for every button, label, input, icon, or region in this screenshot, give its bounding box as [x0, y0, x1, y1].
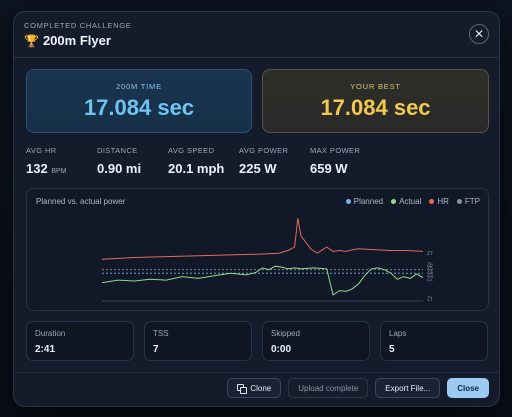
metric-label: AVG SPEED — [168, 146, 215, 155]
dialog-footer: Clone Upload complete Export File... Clo… — [227, 378, 489, 398]
tile-label: Duration — [35, 329, 66, 338]
best-card-value: 17.084 sec — [320, 94, 431, 120]
series-line-actual — [101, 265, 424, 296]
tile-label: Skipped — [271, 329, 300, 338]
metrics-row: AVG HR 132 BPM DISTANCE 0.90 mi AVG SPEE… — [26, 146, 381, 176]
clone-button-label: Clone — [250, 383, 272, 393]
series-line-hr — [101, 218, 424, 260]
legend-item-actual: Actual — [391, 197, 421, 206]
metric-value: 0.90 mi — [97, 161, 142, 176]
metric-avg-speed: AVG SPEED 20.1 mph — [168, 146, 239, 176]
tile-value: 5 — [389, 344, 395, 355]
tile-duration: Duration 2:41 — [26, 321, 134, 361]
metric-unit: BPM — [51, 168, 67, 175]
best-card-label: YOUR BEST — [350, 81, 401, 91]
legend-dot — [429, 199, 435, 204]
tile-label: TSS — [153, 329, 169, 338]
header-divider — [14, 57, 499, 58]
tile-laps: Laps 5 — [380, 321, 488, 361]
legend-label: HR — [437, 197, 449, 206]
axis-tick-z5: Z5 — [427, 266, 433, 272]
legend-item-planned: Planned — [345, 197, 384, 206]
time-card-value: 17.084 sec — [83, 94, 195, 120]
challenge-complete-dialog: COMPLETED CHALLENGE 🏆 200m Flyer ✕ 200M … — [13, 11, 500, 407]
metric-label: AVG HR — [26, 146, 57, 155]
legend-item-ftp: FTP — [456, 197, 480, 206]
dialog-overline: COMPLETED CHALLENGE — [24, 21, 132, 30]
legend-label: Planned — [353, 197, 384, 206]
metric-label: DISTANCE — [97, 146, 138, 155]
axis-tick-z2: Z2 — [427, 276, 433, 282]
metric-label: AVG POWER — [239, 146, 289, 155]
close-icon-button[interactable]: ✕ — [469, 24, 489, 44]
legend-dot — [456, 199, 462, 204]
metric-number: 132 — [26, 161, 48, 176]
chart-legend: Planned Actual HR FTP — [345, 197, 480, 206]
metric-avg-hr: AVG HR 132 BPM — [26, 146, 97, 176]
metric-value: 20.1 mph — [168, 161, 225, 176]
metric-value: 132 BPM — [26, 161, 97, 176]
copy-icon — [237, 383, 248, 394]
time-card: 200M TIME 17.084 sec — [26, 69, 252, 133]
tile-value: 2:41 — [35, 344, 56, 355]
dialog-header: COMPLETED CHALLENGE 🏆 200m Flyer — [24, 21, 132, 48]
legend-dot — [345, 199, 351, 204]
metric-label: MAX POWER — [310, 146, 361, 155]
axis-tick-z6: Z6 — [427, 262, 433, 268]
axis-tick-z1: Z1 — [427, 296, 433, 302]
tile-skipped: Skipped 0:00 — [262, 321, 370, 361]
metric-max-power: MAX POWER 659 W — [310, 146, 381, 176]
export-file-button[interactable]: Export File... — [375, 378, 441, 398]
trophy-icon: 🏆 — [24, 33, 39, 48]
legend-item-hr: HR — [429, 197, 449, 206]
best-card: YOUR BEST 17.084 sec — [262, 69, 489, 133]
dialog-title: 200m Flyer — [42, 33, 111, 48]
tile-value: 7 — [153, 344, 159, 355]
tile-tss: TSS 7 — [144, 321, 252, 361]
power-chart-panel: Z7 Z6 Z5 Z4 Z3 Z2 Z1 Planned vs. actual power … — [26, 188, 489, 311]
axis-tick-z7: Z7 — [427, 251, 433, 257]
title-row: 🏆 200m Flyer — [24, 33, 132, 48]
metric-value: 659 W — [310, 161, 348, 176]
tile-label: Laps — [389, 329, 407, 338]
metric-avg-power: AVG POWER 225 W — [239, 146, 310, 176]
chart-title: Planned vs. actual power — [36, 197, 126, 206]
clone-button[interactable]: Clone — [227, 378, 282, 398]
metric-value: 225 W — [239, 161, 277, 176]
summary-tiles: Duration 2:41 TSS 7 Skipped 0:00 Laps 5 — [26, 321, 488, 361]
time-card-label: 200M TIME — [116, 81, 162, 91]
footer-divider — [14, 372, 499, 373]
axis-tick-z4: Z4 — [427, 269, 433, 275]
legend-dot — [391, 199, 397, 204]
upload-complete-button[interactable]: Upload complete — [288, 378, 369, 398]
legend-label: FTP — [464, 197, 480, 206]
metric-distance: DISTANCE 0.90 mi — [97, 146, 168, 176]
tile-value: 0:00 — [271, 344, 292, 355]
axis-tick-z3: Z3 — [427, 273, 433, 279]
legend-label: Actual — [399, 197, 422, 206]
close-button[interactable]: Close — [447, 378, 489, 398]
